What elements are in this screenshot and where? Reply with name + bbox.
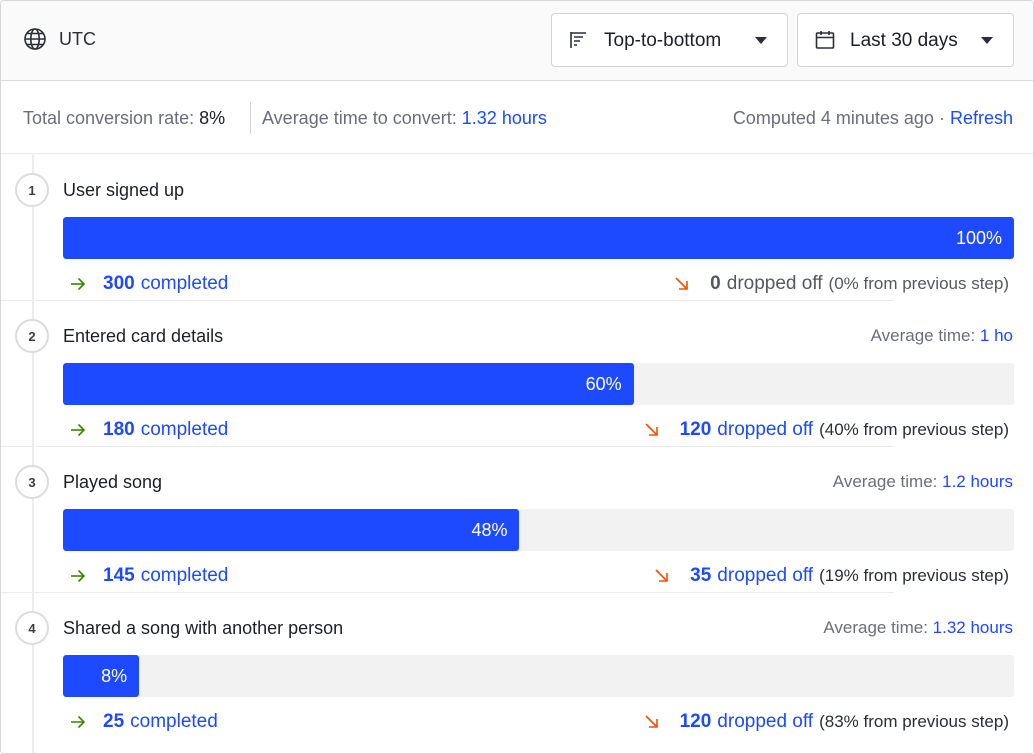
computed-status: Computed 4 minutes ago · Refresh [733,108,1013,129]
step-bar-fill[interactable]: 48% [63,509,519,551]
calendar-icon [814,29,836,51]
step-completed-label: completed [130,711,218,733]
avg-time-label: Average time to convert: [262,108,457,128]
chevron-down-icon [981,37,993,44]
funnel-sort-icon [568,29,590,51]
funnel-steps: 1 User signed up 100% 300 completed 0 [1,155,1033,754]
step-completed-count: 300 [103,273,135,295]
globe-icon [23,27,47,51]
arrow-down-right-icon [644,714,660,730]
step-dropped-label: dropped off [727,273,823,295]
step-bar-percent: 8% [101,666,127,687]
step-average-time-label: Average time: [833,472,938,491]
step-dropped-off[interactable]: 35 dropped off (19% from previous step) [654,565,1009,587]
step-bar-percent: 48% [471,520,507,541]
average-time-to-convert: Average time to convert: 1.32 hours [262,108,547,129]
step-bar-track[interactable]: 8% [63,655,1014,697]
step-bar-percent: 100% [956,228,1002,249]
step-bar-fill[interactable]: 100% [63,217,1014,259]
total-conversion: Total conversion rate: 8% [23,108,225,129]
funnel-summary: Total conversion rate: 8% Average time t… [1,82,1033,154]
summary-divider [250,102,251,134]
avg-time-value[interactable]: 1.32 hours [462,108,547,128]
step-number-badge: 2 [15,319,49,353]
step-completed[interactable]: 25 completed [69,711,218,733]
step-number: 1 [28,183,35,198]
step-average-time-value[interactable]: 1.2 hours [942,472,1013,491]
refresh-link[interactable]: Refresh [950,108,1013,128]
date-range-select[interactable]: Last 30 days [797,13,1014,67]
step-completed[interactable]: 300 completed [69,273,228,295]
step-average-time-label: Average time: [871,326,976,345]
step-number-badge: 3 [15,465,49,499]
step-dropped-count: 0 [710,273,721,295]
step-bar-fill[interactable]: 60% [63,363,634,405]
funnel-step: 2 Entered card details Average time: 1 h… [1,301,1033,447]
step-title: Entered card details [63,326,223,347]
step-completed-label: completed [141,419,229,441]
funnel-step: 1 User signed up 100% 300 completed 0 [1,155,1033,301]
step-average-time-label: Average time: [823,618,928,637]
step-dropped-label: dropped off [717,419,813,441]
total-conversion-label: Total conversion rate: [23,108,194,128]
layout-select-value: Top-to-bottom [604,30,721,52]
step-dropped-percent: (19% from previous step) [819,566,1009,586]
step-dropped-off[interactable]: 120 dropped off (40% from previous step) [644,419,1009,441]
step-dropped-off[interactable]: 0 dropped off (0% from previous step) [674,273,1009,295]
arrow-down-right-icon [654,568,670,584]
step-completed-count: 25 [103,711,124,733]
step-dropped-label: dropped off [717,711,813,733]
step-bar-percent: 60% [586,374,622,395]
layout-select[interactable]: Top-to-bottom [551,13,788,67]
step-completed-label: completed [141,273,229,295]
step-completed-count: 180 [103,419,135,441]
step-completed[interactable]: 145 completed [69,565,228,587]
step-dropped-count: 120 [680,711,712,733]
step-dropped-off[interactable]: 120 dropped off (83% from previous step) [644,711,1009,733]
step-completed[interactable]: 180 completed [69,419,228,441]
step-title: Played song [63,472,162,493]
arrow-down-right-icon [674,276,690,292]
step-average-time: Average time: 1.32 hours [823,618,1013,638]
arrow-right-icon [69,275,87,293]
computed-label: Computed 4 minutes ago [733,108,934,128]
timezone-label: UTC [59,29,96,50]
arrow-right-icon [69,713,87,731]
step-bar-track[interactable]: 100% [63,217,1014,259]
step-dropped-percent: (40% from previous step) [819,420,1009,440]
funnel-toolbar: UTC Top-to-bottom Last 30 days [1,1,1033,81]
step-number-badge: 1 [15,173,49,207]
step-bar-track[interactable]: 60% [63,363,1014,405]
step-number: 3 [28,475,35,490]
step-dropped-percent: (83% from previous step) [819,712,1009,732]
step-title: User signed up [63,180,184,201]
step-average-time-value[interactable]: 1.32 hours [933,618,1013,637]
step-average-time: Average time: 1.2 hours [833,472,1013,492]
timezone-indicator[interactable]: UTC [23,27,96,51]
arrow-right-icon [69,567,87,585]
funnel-step: 4 Shared a song with another person Aver… [1,593,1033,739]
step-number: 2 [28,329,35,344]
funnel-step: 3 Played song Average time: 1.2 hours 48… [1,447,1033,593]
step-dropped-label: dropped off [717,565,813,587]
step-dropped-count: 35 [690,565,711,587]
step-completed-label: completed [141,565,229,587]
chevron-down-icon [755,37,767,44]
step-average-time: Average time: 1 ho [871,326,1013,346]
arrow-down-right-icon [644,422,660,438]
step-bar-fill[interactable]: 8% [63,655,139,697]
step-number-badge: 4 [15,611,49,645]
step-title: Shared a song with another person [63,618,343,639]
step-average-time-value[interactable]: 1 ho [980,326,1013,345]
step-bar-track[interactable]: 48% [63,509,1014,551]
step-dropped-count: 120 [680,419,712,441]
total-conversion-value: 8% [199,108,225,128]
step-dropped-percent: (0% from previous step) [829,274,1009,294]
step-completed-count: 145 [103,565,135,587]
arrow-right-icon [69,421,87,439]
step-number: 4 [28,621,35,636]
computed-separator: · [939,108,945,128]
date-range-value: Last 30 days [850,30,958,52]
